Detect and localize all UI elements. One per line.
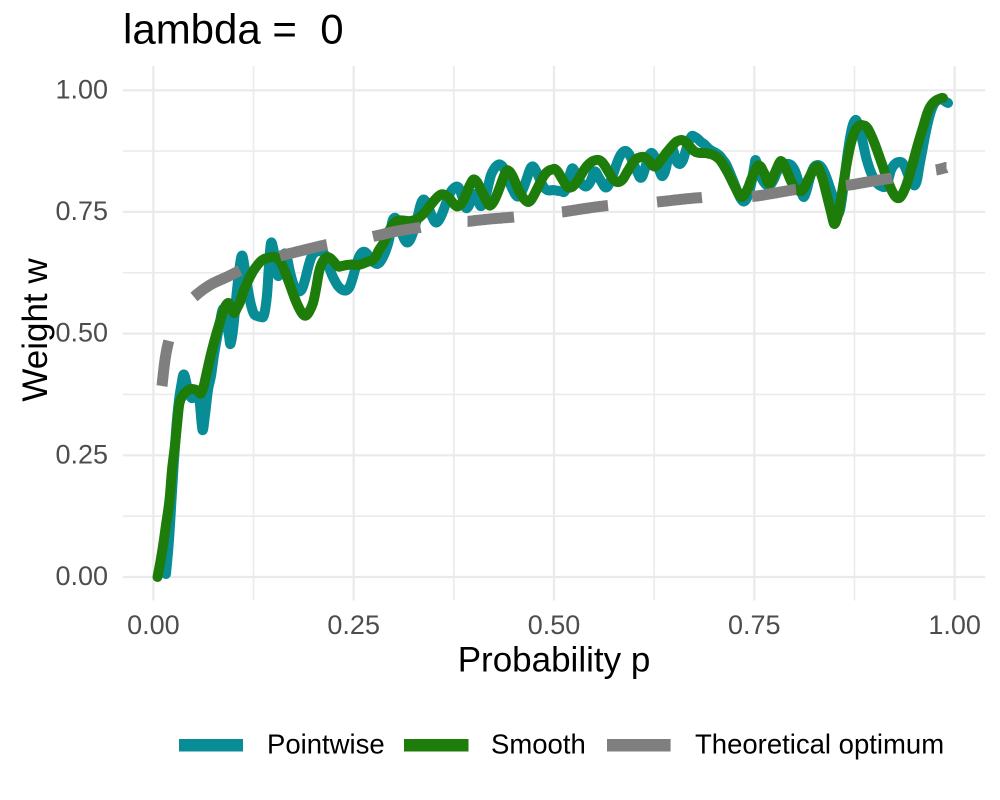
svg-text:Probability p: Probability p bbox=[458, 641, 651, 680]
svg-text:0.50: 0.50 bbox=[55, 318, 108, 348]
svg-text:1.00: 1.00 bbox=[55, 74, 108, 104]
svg-text:0.75: 0.75 bbox=[728, 610, 781, 640]
svg-text:1.00: 1.00 bbox=[928, 610, 981, 640]
svg-text:0.25: 0.25 bbox=[327, 610, 380, 640]
svg-text:Smooth: Smooth bbox=[491, 729, 586, 760]
svg-text:0.25: 0.25 bbox=[55, 439, 108, 469]
svg-text:0.00: 0.00 bbox=[127, 610, 180, 640]
svg-text:0.50: 0.50 bbox=[528, 610, 581, 640]
svg-text:Weight w: Weight w bbox=[16, 258, 55, 402]
svg-text:lambda = 0: lambda = 0 bbox=[123, 6, 344, 53]
svg-text:Theoretical optimum: Theoretical optimum bbox=[695, 729, 944, 760]
svg-text:0.75: 0.75 bbox=[55, 196, 108, 226]
svg-text:0.00: 0.00 bbox=[55, 561, 108, 591]
svg-text:Pointwise: Pointwise bbox=[267, 729, 385, 760]
